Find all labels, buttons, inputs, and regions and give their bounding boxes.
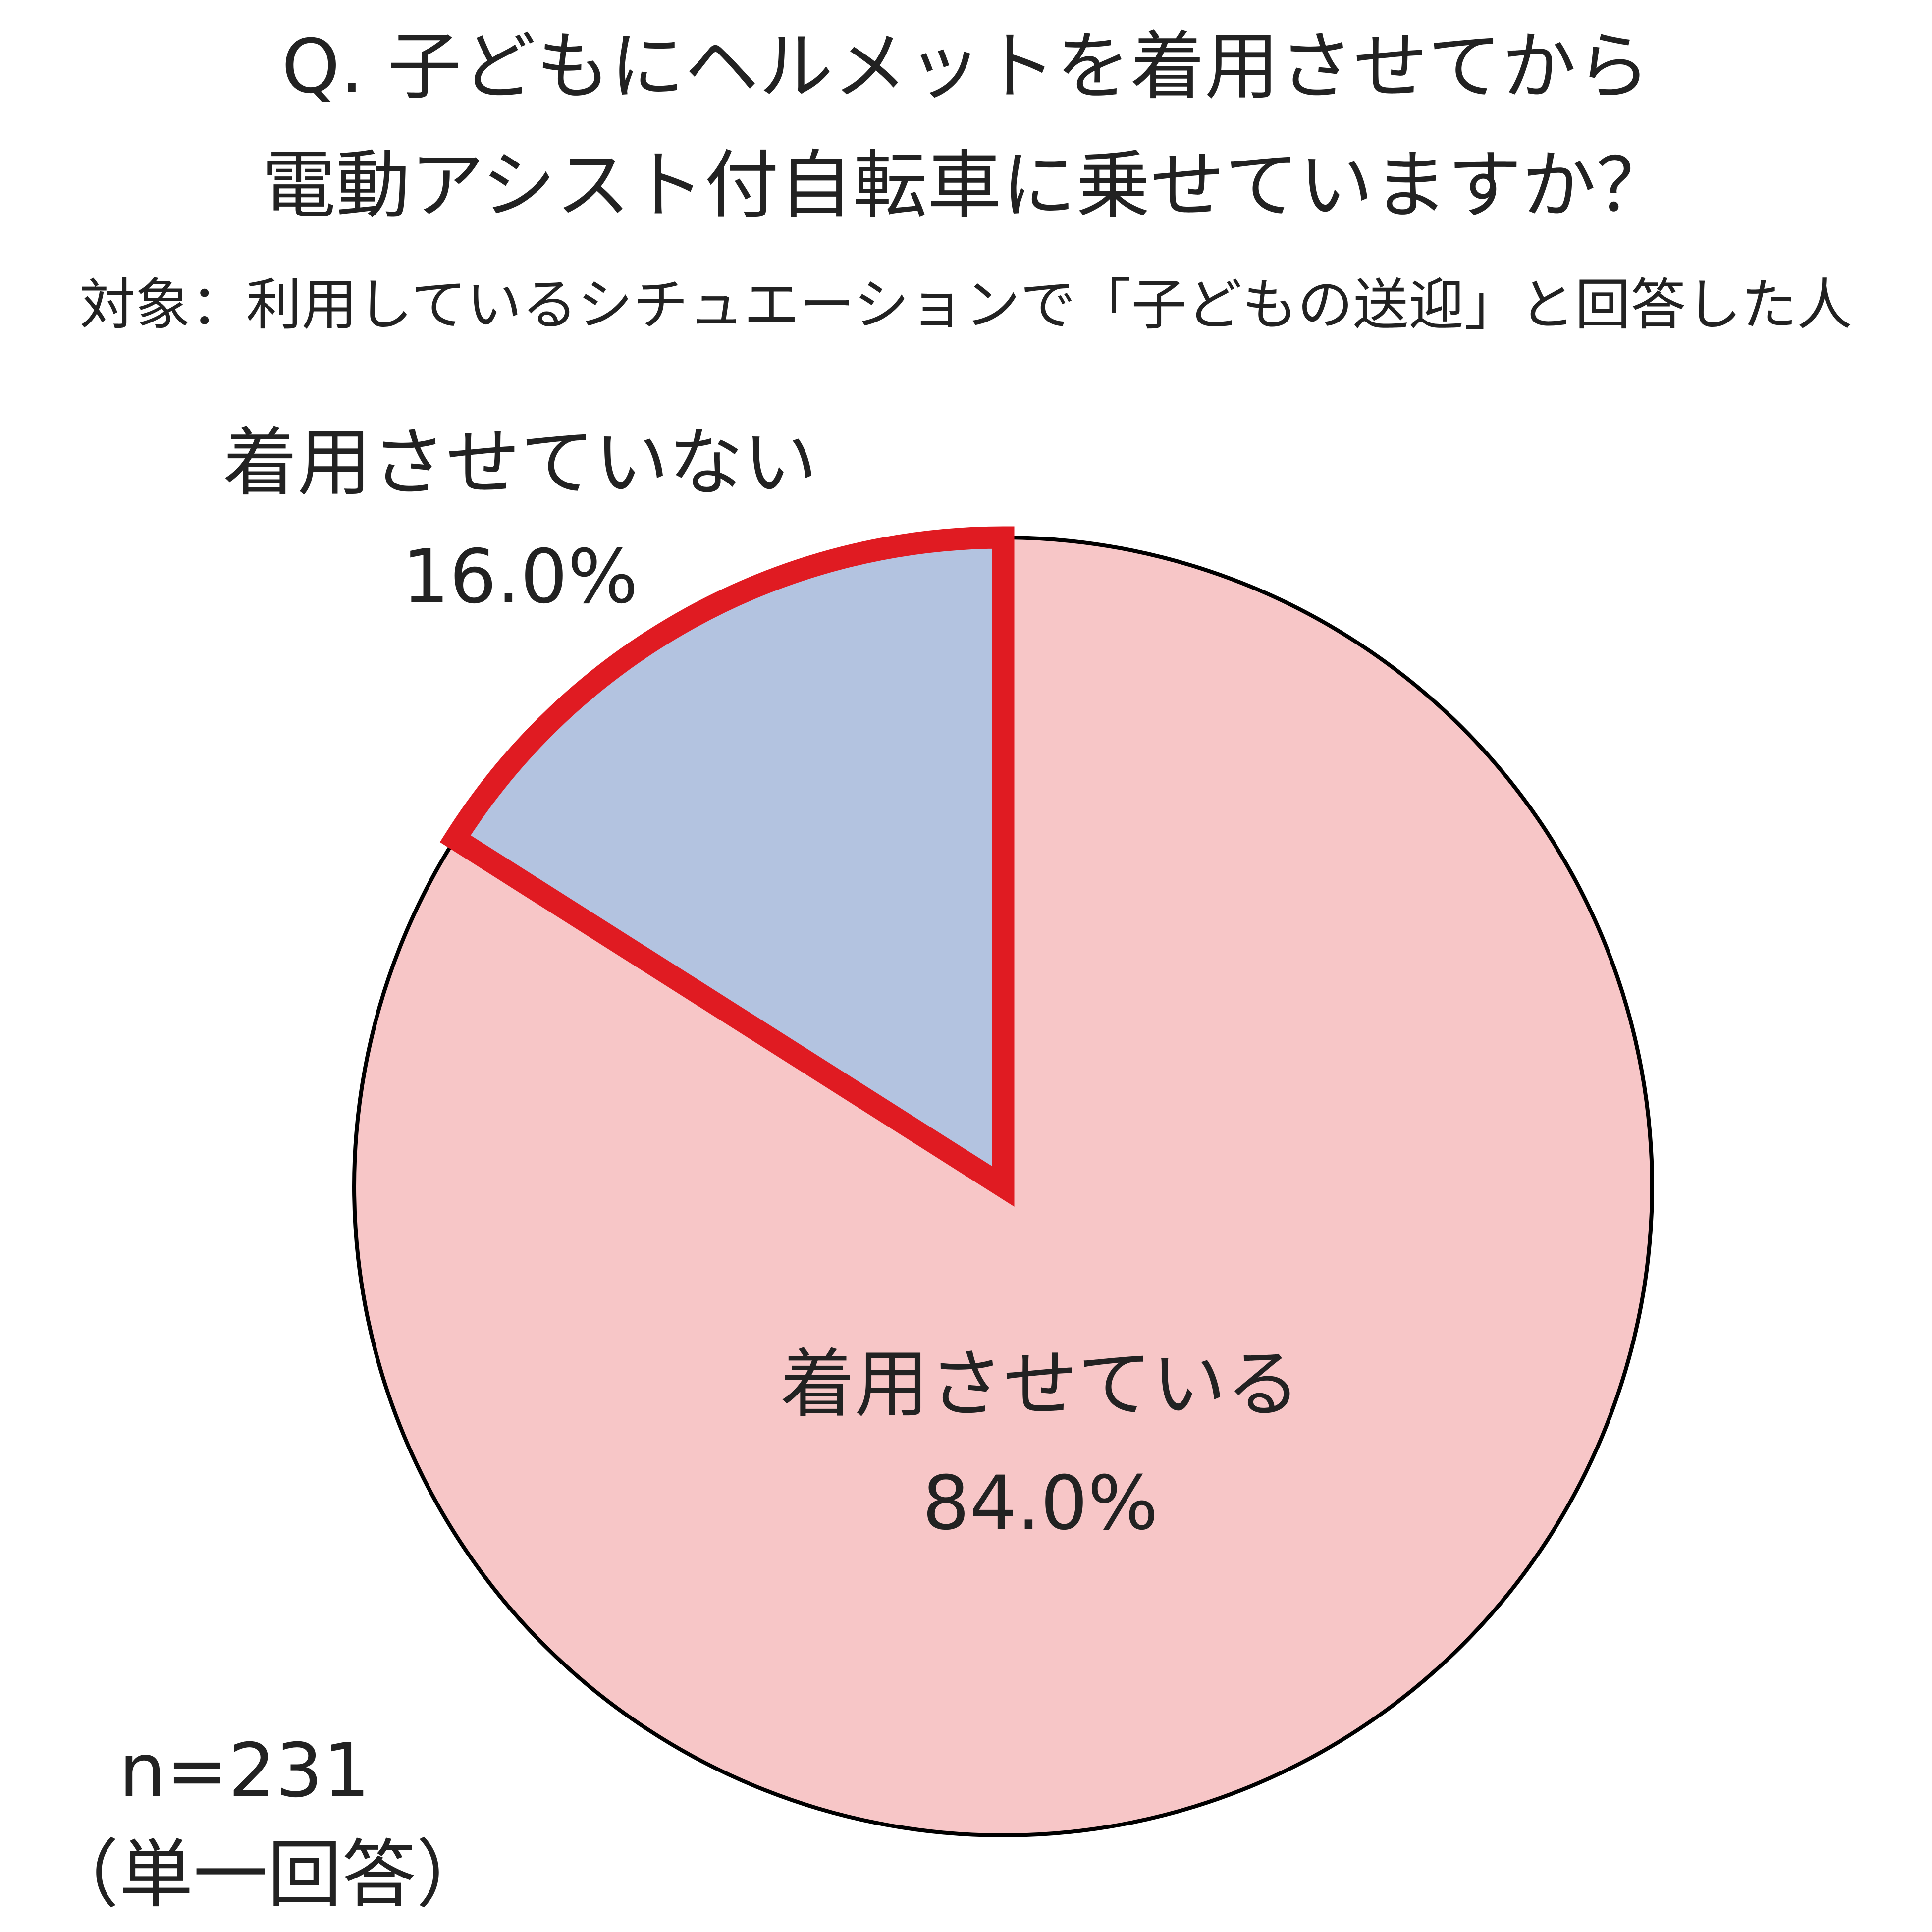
slice-label-not-wearing: 着用させていない (222, 420, 818, 506)
chart-title-line1: Q. 子どもにヘルメットを着用させてから (281, 24, 1651, 110)
sample-size: n=231 (119, 1728, 371, 1814)
slice-label-wearing: 着用させている (780, 1342, 1301, 1428)
slice-value-not-wearing: 16.0% (402, 534, 639, 620)
chart-title-line2: 電動アシスト付自転車に乗せていますか？ (261, 143, 1670, 229)
slice-value-wearing: 84.0% (922, 1460, 1159, 1547)
answer-type-note: （単一回答） (45, 1832, 491, 1918)
pie-slice-not-wearing (439, 526, 1015, 1207)
chart-subtitle: 対象：利用しているシチュエーションで「子どもの送迎」と回答した人 (79, 273, 1853, 337)
